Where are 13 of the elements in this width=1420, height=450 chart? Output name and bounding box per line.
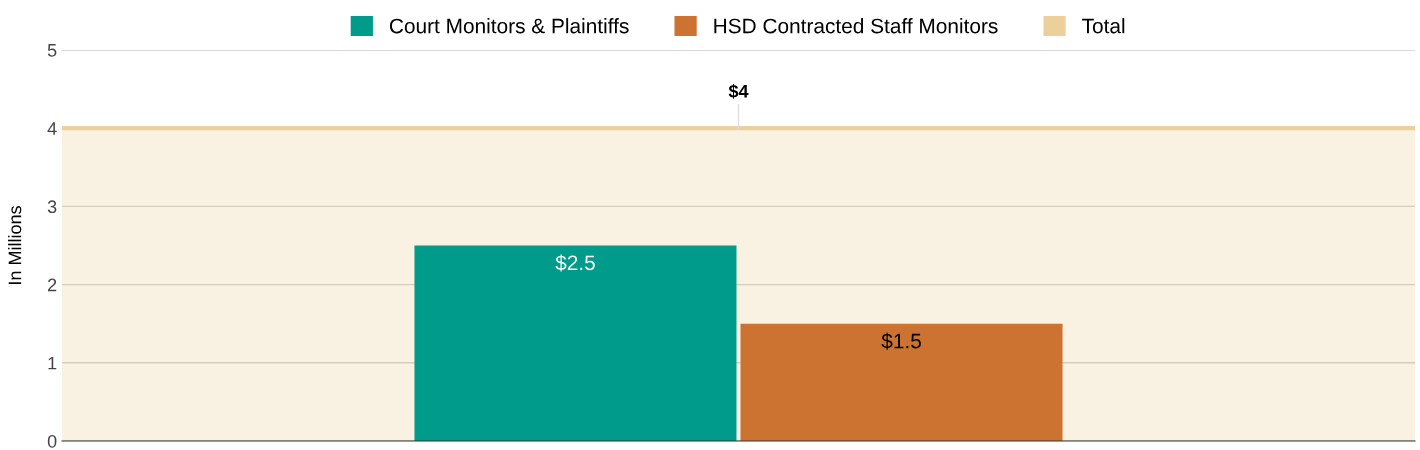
ref-line-label: $4 bbox=[728, 84, 749, 99]
y-tick-label: 5 bbox=[47, 44, 57, 57]
legend-label: Court Monitors & Plaintiffs bbox=[389, 18, 629, 34]
data-label: $2.5 bbox=[555, 254, 595, 272]
y-tick-label: 1 bbox=[48, 356, 57, 370]
y-axis-title: In Millions bbox=[8, 206, 22, 284]
y-tick-label: 4 bbox=[47, 122, 57, 135]
y-tick-label: 0 bbox=[47, 434, 57, 448]
y-tick-label: 2 bbox=[48, 278, 57, 292]
legend-label: HSD Contracted Staff Monitors bbox=[714, 18, 998, 34]
y-tick-label: 3 bbox=[47, 200, 57, 214]
legend-label: Total bbox=[1082, 18, 1125, 34]
data-label: $1.5 bbox=[881, 332, 921, 350]
